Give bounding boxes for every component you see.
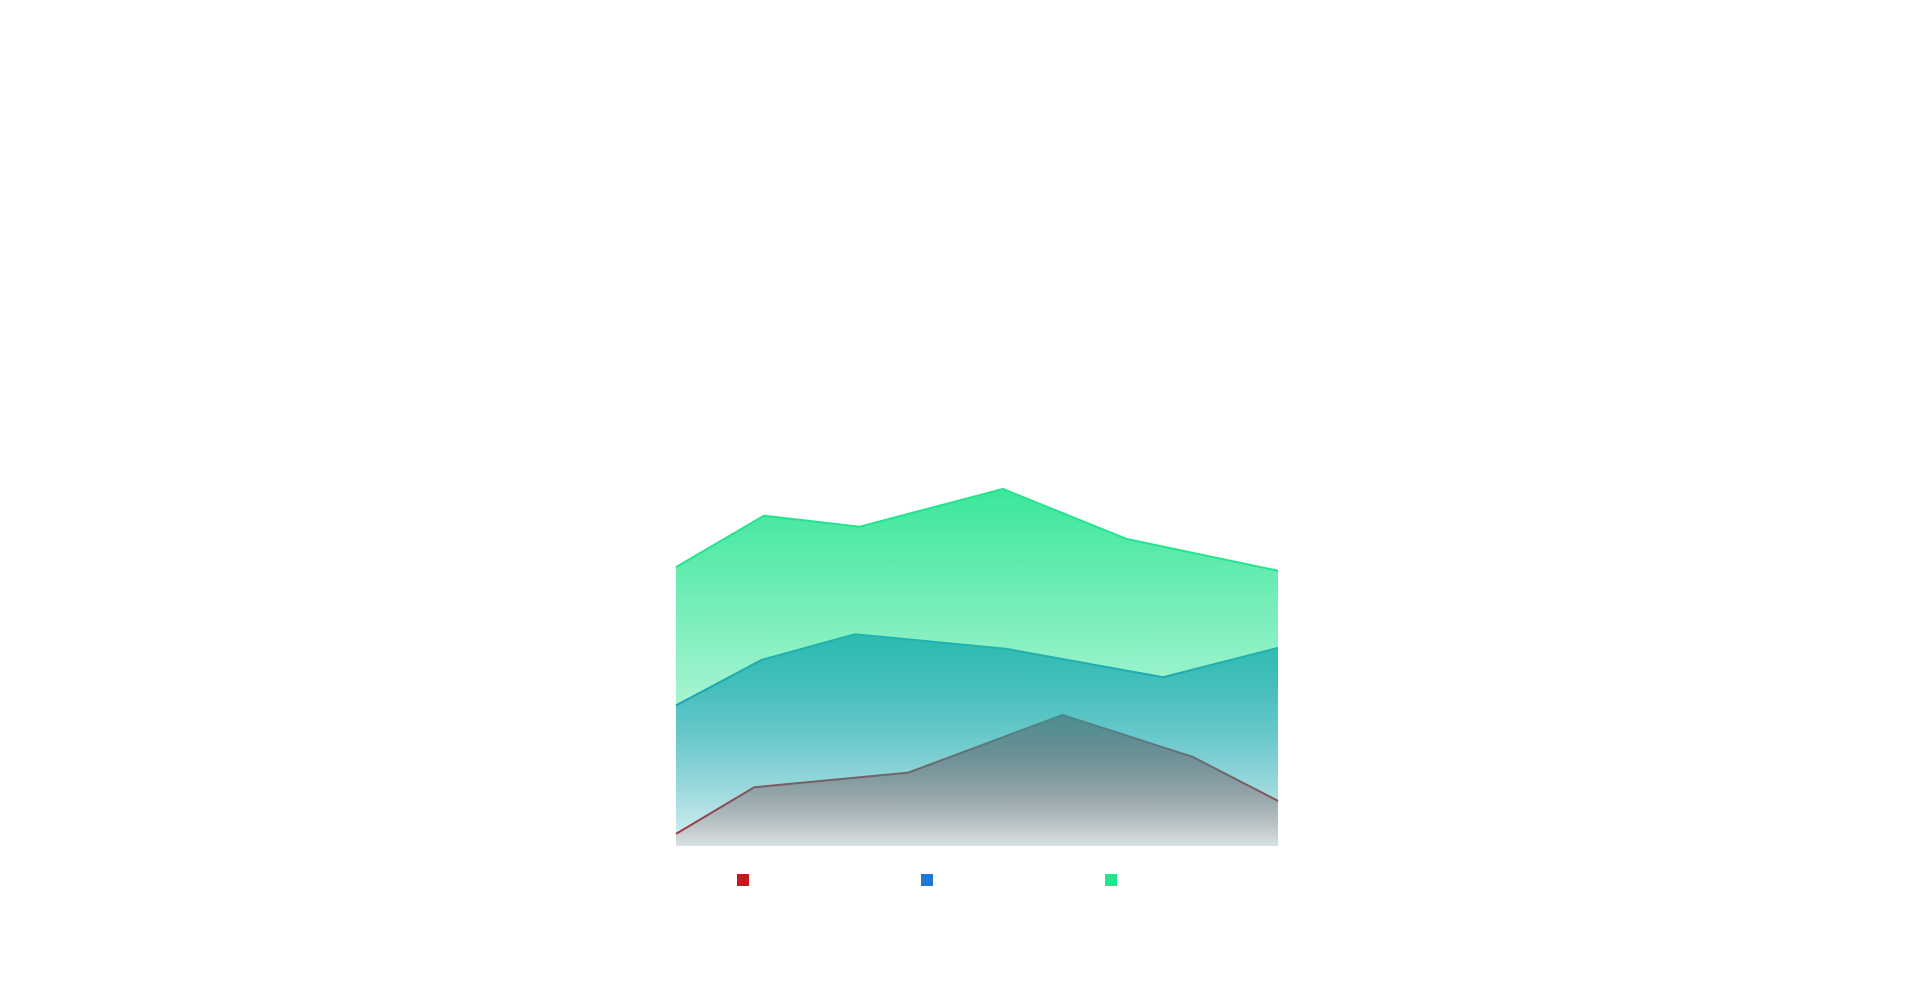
legend-swatch xyxy=(737,874,749,886)
area-fill xyxy=(676,488,1278,846)
legend-swatch xyxy=(921,874,933,886)
area-line xyxy=(675,487,1279,572)
legend-swatch xyxy=(1105,874,1117,886)
